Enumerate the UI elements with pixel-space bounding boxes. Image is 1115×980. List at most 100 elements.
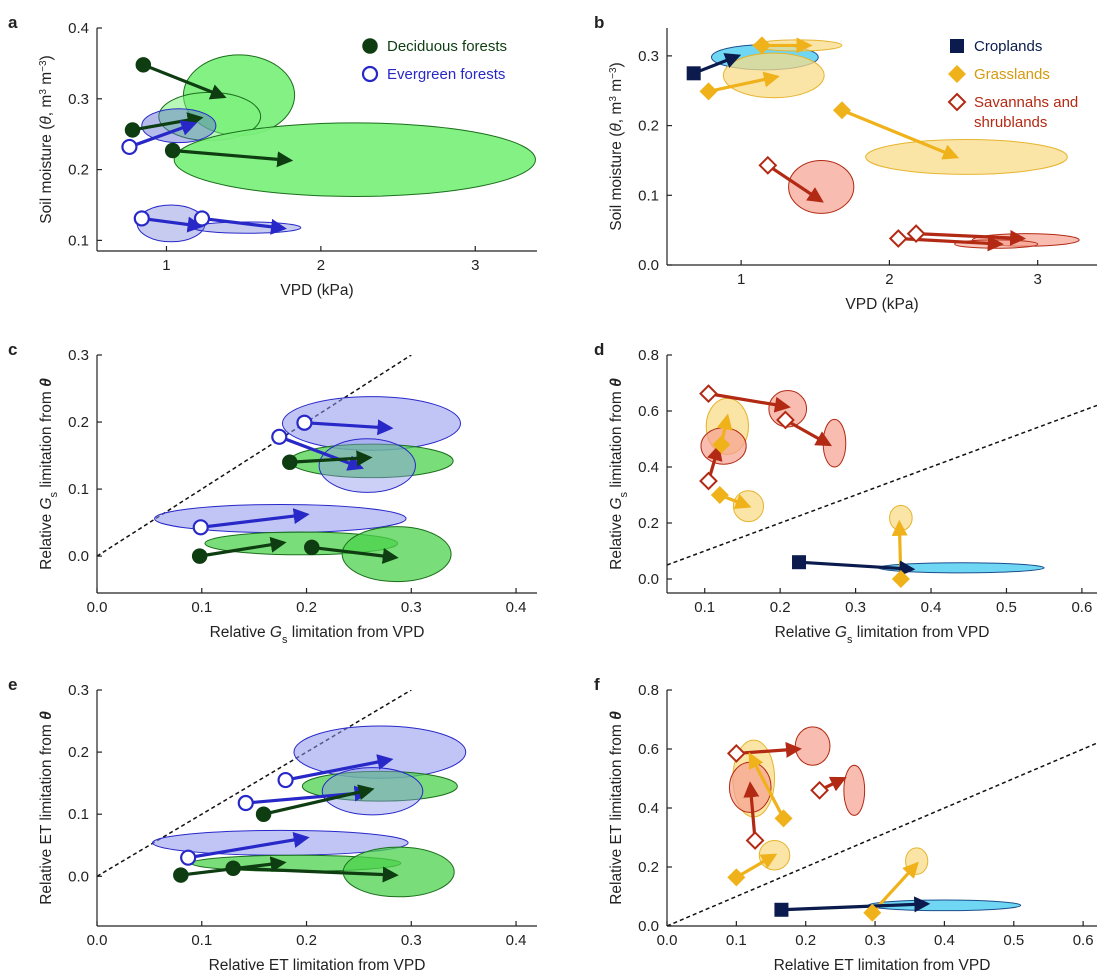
one-to-one-line xyxy=(667,742,1097,926)
y-tick-label: 0.2 xyxy=(68,414,89,431)
y-axis-label: Relative Gs limitation from θ xyxy=(608,378,630,570)
y-tick-label: 0.1 xyxy=(68,806,89,823)
change-arrow xyxy=(233,866,399,883)
x-tick-label: 0.0 xyxy=(87,932,108,949)
data-point xyxy=(745,831,765,850)
y-axis-label: Relative ET limitation from θ xyxy=(38,711,55,905)
change-arrow xyxy=(200,508,310,529)
change-arrow xyxy=(187,832,310,860)
change-arrow xyxy=(708,71,780,93)
change-arrow xyxy=(142,63,227,100)
change-arrow xyxy=(289,450,373,467)
legend-label: Grasslands xyxy=(974,66,1050,83)
data-point xyxy=(192,519,209,536)
legend-marker xyxy=(362,38,378,54)
data-point xyxy=(792,555,807,570)
x-tick-label: 0.4 xyxy=(506,932,527,949)
change-arrow xyxy=(201,216,287,235)
data-point xyxy=(774,902,789,917)
x-tick-label: 0.0 xyxy=(87,599,108,616)
legend: Deciduous forests Evergreen forests xyxy=(361,38,507,83)
change-arrow xyxy=(735,853,778,879)
panel-letter: e xyxy=(8,675,17,694)
uncertainty-ellipse xyxy=(865,139,1068,175)
y-tick-label: 0.3 xyxy=(638,48,659,65)
y-axis-label: Relative ET limitation from θ xyxy=(608,711,625,905)
data-point xyxy=(752,36,771,55)
plot-area xyxy=(686,36,1080,252)
change-arrow xyxy=(841,108,960,160)
panel-letter: d xyxy=(594,340,604,359)
data-point xyxy=(225,860,241,876)
data-point xyxy=(710,486,729,504)
data-point xyxy=(863,903,882,922)
y-tick-label: 0.1 xyxy=(638,187,659,204)
uncertainty-ellipse xyxy=(173,122,536,197)
data-point xyxy=(304,539,320,556)
x-tick-label: 0.1 xyxy=(191,599,212,616)
x-tick-label: 3 xyxy=(1034,271,1042,288)
plot-area xyxy=(97,355,462,583)
data-point xyxy=(180,849,197,866)
data-point xyxy=(906,224,926,244)
data-point xyxy=(699,471,718,491)
x-tick-label: 0.5 xyxy=(1003,932,1024,949)
y-tick-label: 0.8 xyxy=(638,347,659,364)
data-point xyxy=(237,794,254,812)
data-point xyxy=(727,868,746,887)
panel-e: 0.0 0.1 0.2 0.3 0.4 0.0 0.1 0.2 0.3 Relative ET l… xyxy=(8,675,537,974)
uncertainty-ellipse xyxy=(788,159,855,214)
data-point xyxy=(758,155,778,175)
x-axis-label: VPD (kPa) xyxy=(845,296,918,313)
y-tick-label: 0.2 xyxy=(638,118,659,135)
panel-letter: c xyxy=(8,340,17,359)
x-tick-label: 0.1 xyxy=(694,599,715,616)
data-point xyxy=(277,771,294,789)
data-point xyxy=(191,548,208,564)
y-tick-label: 0.1 xyxy=(68,232,89,249)
panel-letter: a xyxy=(8,13,18,32)
y-tick-label: 0.6 xyxy=(638,403,659,420)
y-tick-label: 0.4 xyxy=(638,459,659,476)
y-tick-label: 0.3 xyxy=(68,347,89,364)
x-tick-label: 2 xyxy=(885,271,893,288)
x-tick-label: 3 xyxy=(471,257,479,274)
one-to-one-line xyxy=(97,355,412,557)
data-point xyxy=(712,435,731,454)
y-tick-label: 0.0 xyxy=(638,918,659,935)
change-arrow xyxy=(766,163,824,203)
y-tick-label: 0.0 xyxy=(638,571,659,588)
panel-c: 0.0 0.1 0.2 0.3 0.4 0.0 0.1 0.2 0.3 Relative Gs l… xyxy=(8,340,537,646)
y-axis-label: Soil moisture (θ, m3 m−3) xyxy=(608,62,626,230)
data-point xyxy=(135,57,152,73)
legend-marker xyxy=(948,65,966,83)
x-tick-label: 1 xyxy=(737,271,745,288)
data-point xyxy=(888,229,908,248)
x-axis-label: Relative Gs limitation from VPD xyxy=(775,624,990,646)
change-arrow xyxy=(304,419,394,436)
data-point xyxy=(686,66,701,81)
x-axis-label: Relative ET limitation from VPD xyxy=(209,957,426,974)
data-point xyxy=(726,744,746,763)
x-tick-label: 0.5 xyxy=(996,599,1017,616)
y-axis-label: Soil moisture (θ, m3 m−3) xyxy=(38,55,56,223)
change-arrow xyxy=(172,148,294,168)
plot-area xyxy=(667,384,1097,588)
legend-marker xyxy=(947,92,967,112)
change-arrow xyxy=(736,741,802,758)
x-tick-label: 0.2 xyxy=(296,932,317,949)
data-point xyxy=(124,122,141,138)
x-axis-label: VPD (kPa) xyxy=(280,282,353,299)
data-point xyxy=(164,142,181,159)
panel-letter: f xyxy=(594,675,600,694)
plot-area xyxy=(121,54,536,243)
change-arrow xyxy=(128,120,198,149)
uncertainty-ellipse xyxy=(318,438,416,493)
x-tick-label: 0.6 xyxy=(1071,599,1092,616)
change-arrow xyxy=(285,754,394,782)
x-tick-label: 0.1 xyxy=(726,932,747,949)
x-tick-label: 0.4 xyxy=(921,599,942,616)
x-tick-label: 1 xyxy=(162,257,170,274)
x-tick-label: 0.2 xyxy=(296,599,317,616)
